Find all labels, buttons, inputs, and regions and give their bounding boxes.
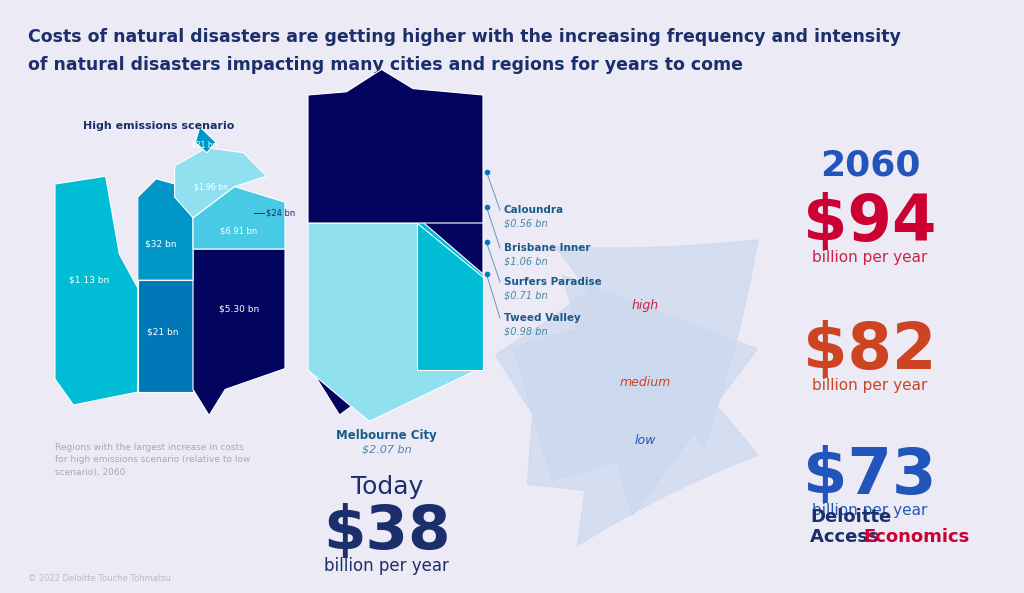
Text: $1.06 bn: $1.06 bn	[504, 256, 548, 266]
Text: © 2022 Deloitte Touche Tohmatsu: © 2022 Deloitte Touche Tohmatsu	[28, 574, 171, 583]
Text: $0.98 bn: $0.98 bn	[504, 326, 548, 336]
Text: Access: Access	[810, 528, 885, 546]
Text: Caloundra: Caloundra	[504, 205, 564, 215]
Polygon shape	[193, 187, 285, 249]
Text: Tweed Valley: Tweed Valley	[504, 313, 581, 323]
Text: Deloitte: Deloitte	[810, 508, 891, 526]
Text: $6.91 bn: $6.91 bn	[220, 227, 258, 235]
Text: $38: $38	[323, 503, 451, 562]
Text: $21 bn: $21 bn	[191, 141, 218, 149]
Polygon shape	[311, 216, 483, 415]
Text: Regions with the largest increase in costs
for high emissions scenario (relative: Regions with the largest increase in cos…	[55, 443, 251, 477]
Text: Economics: Economics	[863, 528, 970, 546]
Text: $5.30 bn: $5.30 bn	[219, 304, 259, 313]
Text: medium: medium	[620, 375, 671, 388]
Text: of natural disasters impacting many cities and regions for years to come: of natural disasters impacting many citi…	[28, 56, 743, 74]
Text: $0.71 bn: $0.71 bn	[504, 290, 548, 300]
Text: $73: $73	[803, 445, 937, 507]
Text: $82: $82	[803, 320, 937, 382]
Text: 2060: 2060	[820, 148, 921, 182]
Polygon shape	[55, 176, 138, 405]
Text: $32 bn: $32 bn	[145, 240, 176, 248]
Polygon shape	[417, 216, 483, 364]
Text: $24 bn: $24 bn	[266, 208, 295, 217]
Polygon shape	[308, 223, 483, 422]
Text: Brisbane Inner: Brisbane Inner	[504, 243, 591, 253]
Polygon shape	[175, 148, 266, 218]
Text: $2.07 bn: $2.07 bn	[361, 445, 412, 455]
Text: $21 bn: $21 bn	[147, 328, 179, 337]
Text: high: high	[632, 298, 658, 311]
Text: $1.13 bn: $1.13 bn	[70, 276, 110, 285]
Polygon shape	[138, 179, 193, 280]
Polygon shape	[196, 127, 216, 153]
Text: billion per year: billion per year	[812, 250, 928, 265]
Text: Today: Today	[350, 475, 423, 499]
Text: billion per year: billion per year	[812, 503, 928, 518]
Text: Costs of natural disasters are getting higher with the increasing frequency and : Costs of natural disasters are getting h…	[28, 28, 901, 46]
Polygon shape	[138, 280, 193, 392]
Text: billion per year: billion per year	[325, 557, 450, 575]
Text: Melbourne City: Melbourne City	[336, 429, 437, 442]
Text: $0.56 bn: $0.56 bn	[504, 218, 548, 228]
Text: billion per year: billion per year	[812, 378, 928, 393]
Text: low: low	[634, 433, 655, 447]
Polygon shape	[308, 69, 483, 223]
Text: Surfers Paradise: Surfers Paradise	[504, 277, 602, 287]
Text: $1.96 bn: $1.96 bn	[195, 182, 228, 191]
Text: $94: $94	[803, 192, 937, 254]
Polygon shape	[193, 249, 285, 416]
Text: High emissions scenario: High emissions scenario	[83, 121, 234, 131]
Polygon shape	[417, 223, 483, 370]
